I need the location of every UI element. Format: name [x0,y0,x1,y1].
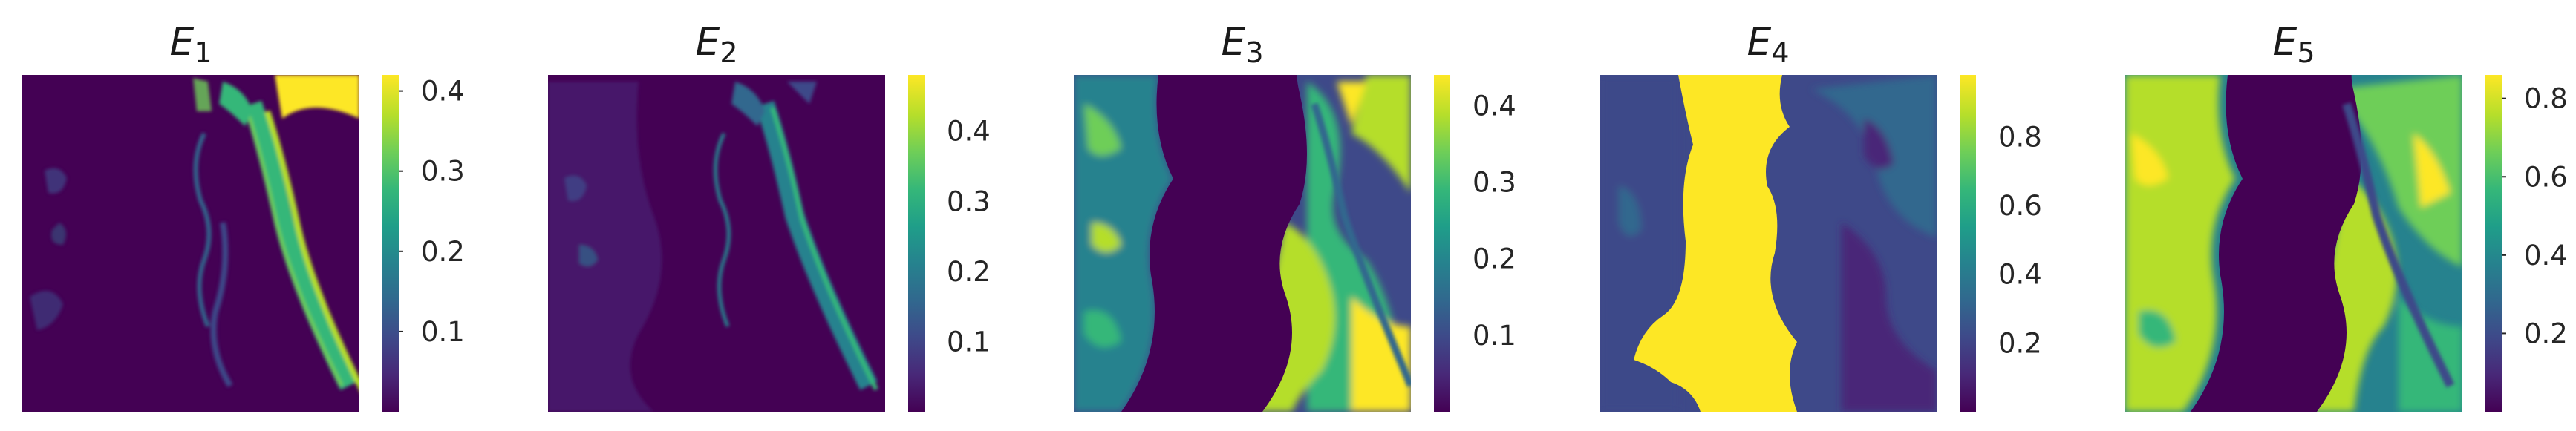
colorbar-ticks: 0.1 0.2 0.3 0.4 [399,76,465,348]
colorbar-tick-label: 0.8 [2524,83,2568,115]
panel-e5: E5 0.2 0.4 0.6 0.8 [2125,20,2568,412]
colorbar-ticks: 0.2 0.4 0.6 0.8 [2502,83,2568,349]
heatmap-image [1074,75,1411,412]
colorbar-tick-label: 0.6 [2524,161,2568,193]
colorbar-ticks: 0.1 0.2 0.3 0.4 [1473,90,1516,352]
colorbar-tick-label: 0.2 [1998,327,2042,359]
colorbar-tick-label: 0.1 [947,326,991,358]
colorbar-tick-label: 0.2 [421,236,465,268]
heatmap-image [1600,75,1937,412]
colorbar-tick-label: 0.3 [1473,166,1516,198]
panel-title: E2 [695,20,737,69]
panel-title: E5 [2272,20,2315,69]
colorbar-tick-label: 0.4 [1998,259,2042,291]
colorbar-tick-label: 0.4 [1473,90,1516,122]
colorbar-tick-label: 0.2 [947,256,991,288]
panel-e4: E4 0.2 0.4 0.6 0.8 [1600,20,2042,412]
colorbar [908,75,925,412]
heatmap-image [548,75,885,412]
colorbar-tick-label: 0.2 [1473,243,1516,275]
panel-title: E3 [1221,20,1263,69]
colorbar-tick-label: 0.6 [1998,190,2042,222]
colorbar-tick-label: 0.8 [1998,121,2042,153]
panel-title: E4 [1747,20,1789,69]
colorbar-ticks: 0.2 0.4 0.6 0.8 [1998,121,2042,359]
heatmap-high-region [1634,75,1797,412]
panel-title: E1 [169,20,212,69]
colorbar [382,75,399,412]
colorbar-tick-label: 0.2 [2524,318,2568,349]
colorbar-tick-label: 0.4 [421,76,465,108]
colorbar-tick-label: 0.4 [947,116,991,148]
panel-e2: E2 0.1 0.2 0.3 0.4 [548,20,991,412]
heatmap-image [22,75,359,412]
colorbar-tick-label: 0.1 [1473,320,1516,352]
colorbar-tick-label: 0.3 [947,185,991,217]
colorbar-tick-label: 0.4 [2524,240,2568,272]
colorbar-tick-label: 0.1 [421,316,465,348]
panel-e3: E3 0.1 0.2 0.3 0.4 [1074,20,1516,412]
panel-e1: E1 0.1 0.2 0.3 0.4 [22,20,465,412]
colorbar-ticks: 0.1 0.2 0.3 0.4 [947,116,991,358]
colorbar [1434,75,1450,412]
colorbar-tick-label: 0.3 [421,156,465,188]
colorbar [1960,75,1976,412]
heatmap-image [2125,75,2462,412]
colorbar [2485,75,2502,412]
